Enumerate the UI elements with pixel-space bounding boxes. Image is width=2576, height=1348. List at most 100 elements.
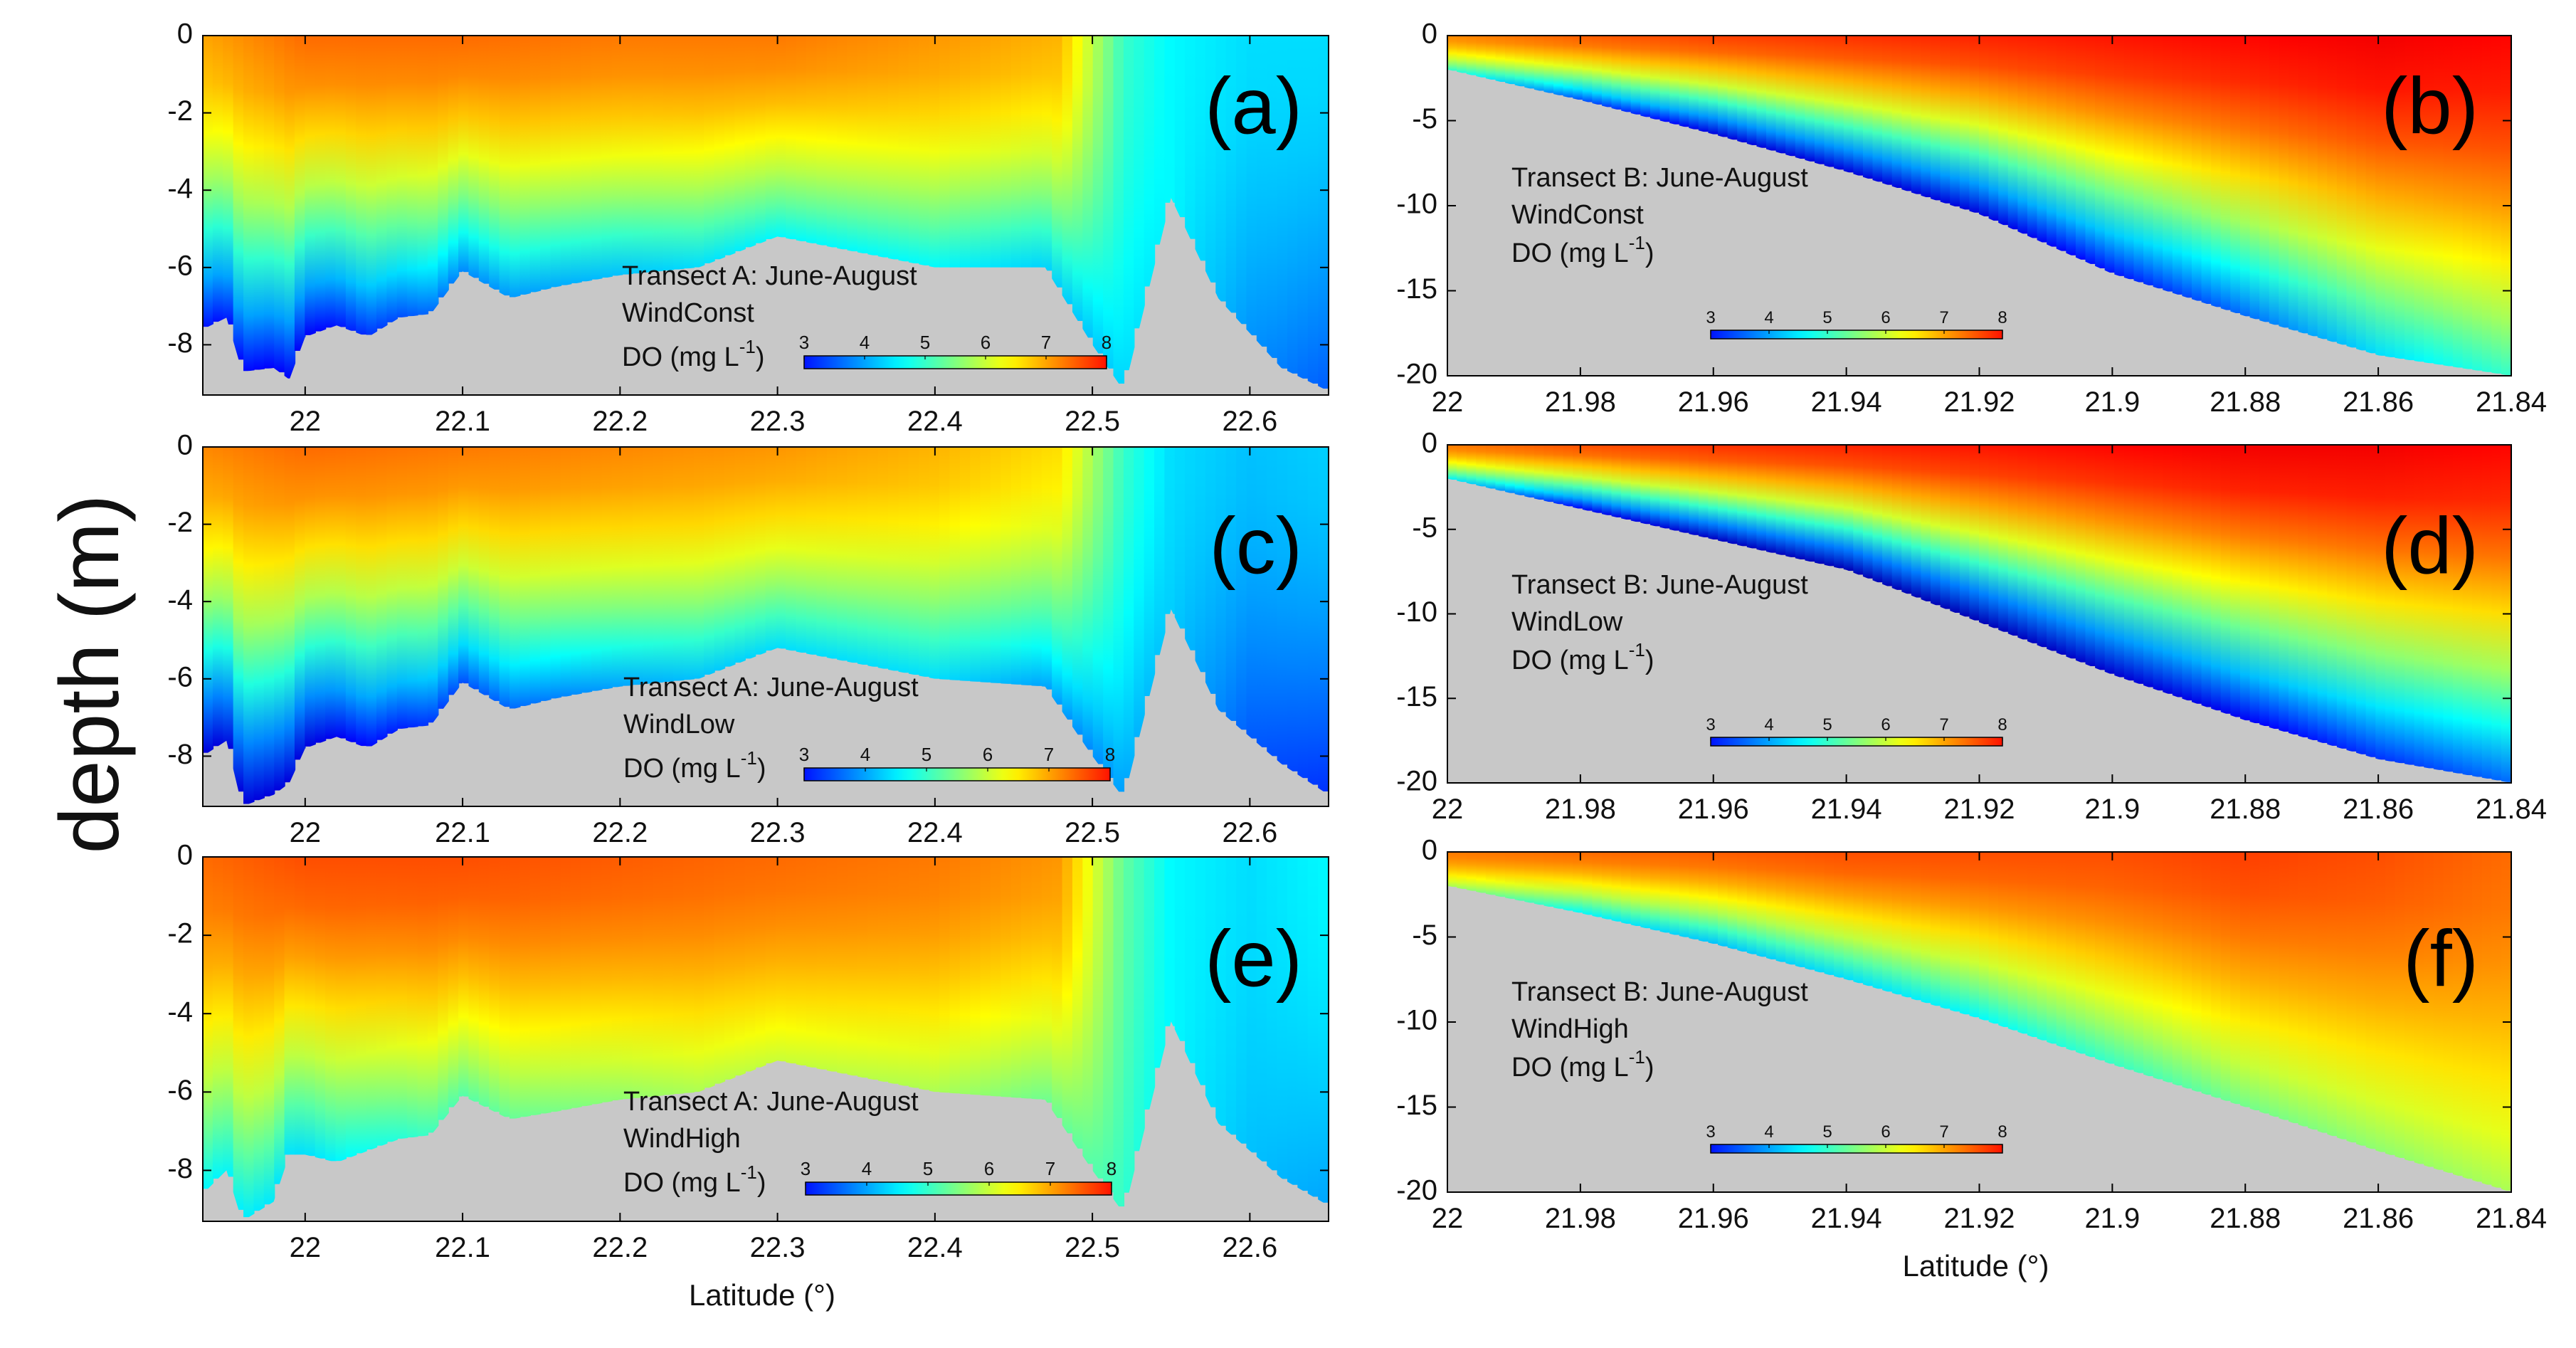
do-strip <box>315 36 327 332</box>
do-strip <box>1134 447 1145 737</box>
ytick-label: 0 <box>1422 428 1437 459</box>
do-strip <box>1611 36 1622 110</box>
xtick-label: 22.1 <box>435 817 490 848</box>
do-strip <box>611 36 623 276</box>
do-strip <box>1113 447 1125 792</box>
do-strip <box>1824 852 1835 975</box>
do-strip <box>877 447 890 669</box>
do-strip <box>2462 852 2474 1179</box>
colorbar-tick-label: 5 <box>922 744 931 765</box>
do-strip <box>1737 36 1748 143</box>
do-strip <box>2163 36 2174 292</box>
do-strip <box>2327 36 2338 342</box>
do-strip <box>1307 857 1319 1197</box>
do-strip <box>2405 36 2415 361</box>
panel-label-a: (a) <box>1205 62 1302 151</box>
do-strip <box>1959 36 1970 210</box>
do-strip <box>1534 852 1545 905</box>
do-strip <box>2182 852 2193 1089</box>
do-strip <box>1921 852 1932 1004</box>
do-strip <box>1979 445 1990 625</box>
do-strip <box>438 36 449 297</box>
do-strip <box>2192 445 2202 704</box>
colorbar-tick-label: 4 <box>860 332 870 353</box>
colorbar <box>1710 330 2003 339</box>
do-strip <box>540 447 551 701</box>
do-strip <box>642 447 654 684</box>
do-strip <box>1543 852 1555 907</box>
colorbar-tick-label: 4 <box>862 1158 872 1179</box>
do-strip <box>274 447 285 791</box>
do-strip <box>908 36 920 264</box>
do-strip <box>1205 36 1217 283</box>
do-strip <box>1277 36 1289 369</box>
do-strip <box>2356 445 2367 754</box>
do-strip <box>1775 445 1787 555</box>
do-strip <box>2007 445 2019 636</box>
do-strip <box>1901 852 1913 998</box>
do-strip <box>1872 445 1884 583</box>
do-strip <box>438 447 449 709</box>
do-strip <box>929 36 941 268</box>
do-strip <box>1267 36 1278 358</box>
do-strip <box>407 447 418 728</box>
do-strip <box>990 857 1002 1097</box>
do-strip <box>1834 852 1844 978</box>
panel-label-e: (e) <box>1205 915 1302 1004</box>
xtick-label: 21.86 <box>2343 1203 2414 1234</box>
colorbar-label-main: DO (mg L <box>623 754 741 784</box>
do-strip <box>1447 36 1458 71</box>
do-strip <box>2085 445 2096 666</box>
do-strip <box>2346 36 2358 348</box>
do-strip <box>1708 852 1719 944</box>
do-strip <box>1041 36 1053 271</box>
xtick-label: 22.5 <box>1065 1232 1120 1263</box>
do-strip <box>356 36 367 335</box>
do-strip <box>591 36 603 280</box>
plot-area-d <box>1447 445 2511 783</box>
do-strip <box>1940 36 1951 204</box>
do-strip <box>2114 445 2126 678</box>
do-strip <box>2249 852 2261 1111</box>
do-strip <box>519 447 531 706</box>
do-strip <box>1466 36 1477 75</box>
panel-c: 0 -2 -4 -6 -8 22 22.1 22.2 22.3 22.4 22.5 22.6 (c) Tr… <box>167 430 1329 848</box>
do-strip <box>2056 852 2067 1048</box>
do-strip <box>376 857 388 1146</box>
do-strip <box>837 857 848 1074</box>
xtick-label: 21.96 <box>1678 794 1749 825</box>
do-strip <box>1195 447 1207 673</box>
colorbar-tick-label: 6 <box>984 1158 994 1179</box>
do-strip <box>2047 445 2057 651</box>
do-strip <box>632 857 644 1098</box>
do-strip <box>1485 445 1496 489</box>
xtick-label: 21.86 <box>2343 794 2414 825</box>
colorbar-label-sup: -1 <box>741 747 757 769</box>
do-strip <box>1287 36 1299 374</box>
do-strip <box>2133 852 2145 1073</box>
do-strip <box>1267 447 1278 757</box>
do-strip <box>2327 852 2338 1137</box>
do-strip <box>1514 852 1526 901</box>
do-strip <box>2123 852 2135 1070</box>
ytick-label: -5 <box>1412 920 1437 951</box>
do-strip <box>2385 445 2396 762</box>
do-strip <box>1679 36 1690 127</box>
do-strip <box>203 447 214 753</box>
xtick-label: 21.9 <box>2084 794 2140 825</box>
colorbar-tick-label: 6 <box>983 744 993 765</box>
colorbar-tick-label: 4 <box>1764 1122 1773 1142</box>
do-strip <box>2259 36 2270 322</box>
do-strip <box>2104 852 2116 1064</box>
do-strip <box>1164 36 1176 203</box>
xtick-label: 22.5 <box>1065 406 1120 437</box>
do-strip <box>908 447 920 675</box>
xtick-label: 21.96 <box>1678 386 1749 418</box>
colorbar-tick-label: 6 <box>1881 1122 1890 1142</box>
colorbar-tick-label: 3 <box>1706 1122 1715 1142</box>
do-strip <box>315 447 327 743</box>
do-strip <box>622 447 633 686</box>
do-strip <box>509 857 521 1119</box>
plot-area-a <box>203 36 1329 395</box>
do-strip <box>1001 447 1012 684</box>
